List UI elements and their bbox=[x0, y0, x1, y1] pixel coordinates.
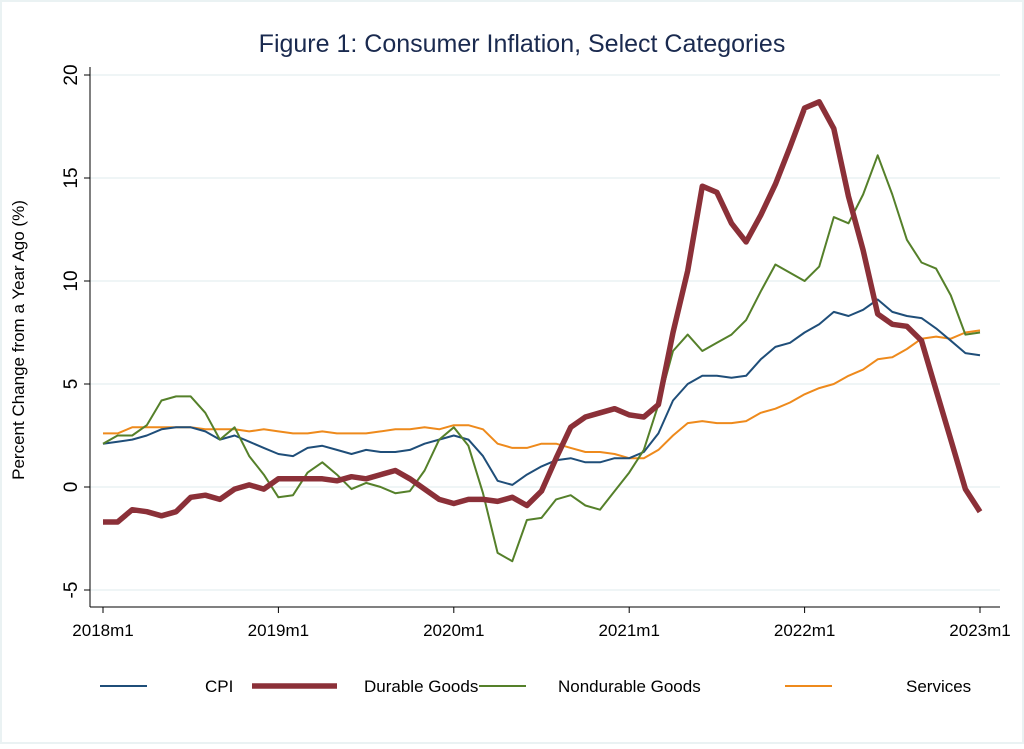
legend-label-nondurable-goods: Nondurable Goods bbox=[558, 677, 701, 696]
x-tick-label: 2022m1 bbox=[774, 621, 835, 640]
legend-label-services: Services bbox=[906, 677, 971, 696]
y-ticks: -5 0 5 10 15 20 bbox=[61, 64, 90, 598]
x-tick-label: 2020m1 bbox=[423, 621, 484, 640]
x-tick-label: 2018m1 bbox=[72, 621, 133, 640]
legend-label-cpi: CPI bbox=[205, 677, 233, 696]
series-line-services bbox=[103, 329, 981, 460]
y-tick-label: 0 bbox=[61, 482, 82, 493]
series-line-cpi bbox=[102, 298, 981, 486]
y-axis-label: Percent Change from a Year Ago (%) bbox=[9, 200, 28, 480]
series-lines bbox=[102, 99, 983, 563]
x-tick-label: 2023m1 bbox=[949, 621, 1010, 640]
y-tick-label: 5 bbox=[61, 379, 82, 390]
y-tick-label: 20 bbox=[61, 64, 82, 85]
x-tick-label: 2021m1 bbox=[598, 621, 659, 640]
y-tick-label: 15 bbox=[61, 167, 82, 188]
series-line-nondurable-goods bbox=[102, 154, 981, 563]
legend: CPI Durable Goods Nondurable Goods Services bbox=[100, 677, 971, 696]
legend-label-durable-goods: Durable Goods bbox=[364, 677, 478, 696]
axes bbox=[89, 67, 1000, 608]
chart-title: Figure 1: Consumer Inflation, Select Cat… bbox=[259, 30, 786, 58]
y-tick-label: -5 bbox=[61, 582, 82, 599]
series-line-durable-goods bbox=[103, 99, 983, 525]
x-ticks: 2018m1 2019m1 2020m1 2021m1 2022m1 2023m1 bbox=[72, 607, 1011, 640]
y-tick-label: 10 bbox=[61, 270, 82, 291]
x-tick-label: 2019m1 bbox=[248, 621, 309, 640]
